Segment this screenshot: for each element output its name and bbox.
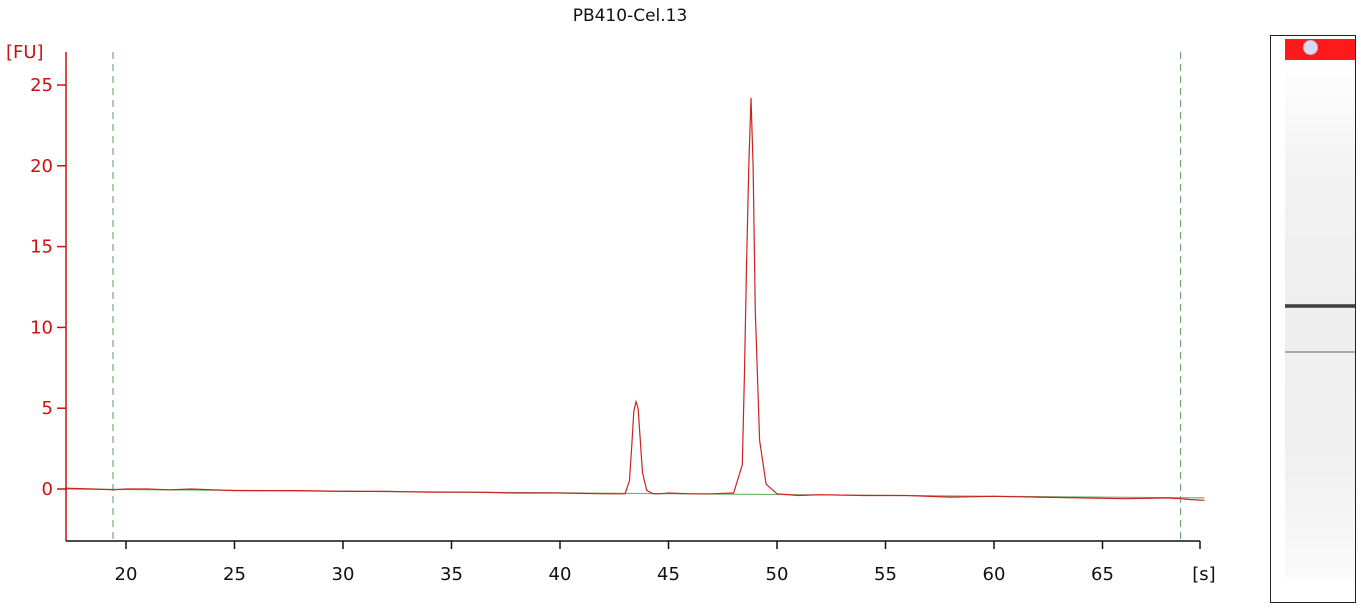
x-axis-label: [s]: [1192, 564, 1215, 585]
gel-lane-header: [1285, 39, 1355, 60]
chart-title: PB410-Cel.13: [572, 6, 688, 26]
time-markers: [112, 52, 1182, 541]
x-tick-label: 50: [766, 564, 789, 585]
y-tick-label: 10: [30, 317, 53, 338]
signal-trace: [65, 97, 1205, 501]
x-tick-label: 35: [440, 564, 463, 585]
x-tick-label: 25: [223, 564, 246, 585]
x-tick-label: 20: [115, 564, 138, 585]
y-tick-label: 0: [42, 479, 53, 500]
x-tick-label: 65: [1091, 564, 1114, 585]
x-tick-label: 30: [332, 564, 355, 585]
x-tick-label: 45: [657, 564, 680, 585]
electropherogram-plot: 0 5 10 15 20 25 20 25 30 35 40 45 50 55 60 65 [FU] [s]: [6, 42, 1216, 585]
y-tick-label: 15: [30, 237, 53, 258]
y-tick-label: 5: [42, 398, 53, 419]
x-tick-label: 40: [549, 564, 572, 585]
gel-lane: [1270, 35, 1356, 603]
x-tick-label: 60: [983, 564, 1006, 585]
series-layer: [65, 97, 1205, 501]
gel-band-main: [1285, 304, 1355, 308]
gel-band-minor: [1285, 351, 1355, 353]
y-tick-label: 25: [30, 75, 53, 96]
sample-dot-icon: [1303, 40, 1318, 55]
y-axis-label: [FU]: [6, 42, 44, 63]
y-ticks: 0 5 10 15 20 25: [30, 75, 66, 500]
x-tick-label: 55: [874, 564, 897, 585]
x-ticks: 20 25 30 35 40 45 50 55 60 65: [115, 541, 1201, 585]
gel-lane-background: [1285, 60, 1355, 577]
y-tick-label: 20: [30, 156, 53, 177]
